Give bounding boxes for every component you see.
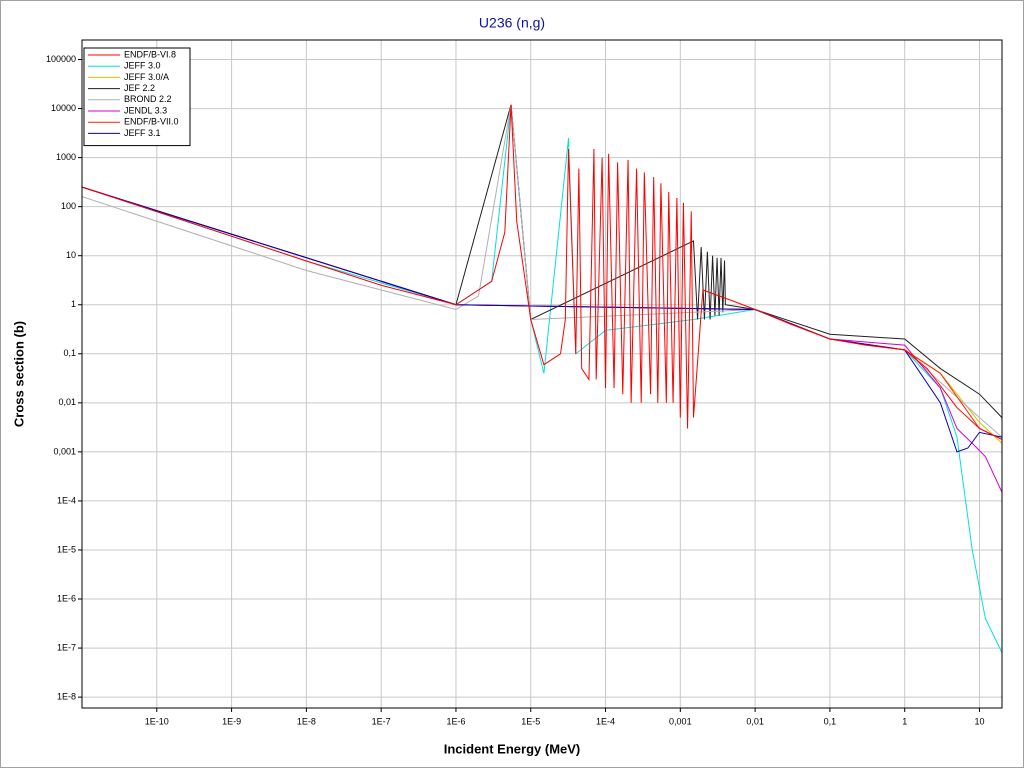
x-tick-label: 1E-4 [596,716,615,726]
y-tick-label: 1E-4 [57,495,76,505]
y-tick-label: 1E-7 [57,642,76,652]
x-tick-label: 1E-8 [297,716,316,726]
y-tick-label: 1 [71,299,76,309]
plot-lines [82,104,1002,654]
series-line [82,104,1002,440]
x-tick-label: 1E-9 [222,716,241,726]
x-tick-label: 1E-10 [145,716,169,726]
y-tick-label: 100 [61,201,76,211]
x-tick-label: 1E-6 [446,716,465,726]
y-tick-label: 10000 [51,103,76,113]
y-tick-label: 100000 [46,54,76,64]
legend-label: JEF 2.2 [124,83,155,93]
x-tick-label: 0,01 [746,716,764,726]
series-line [82,104,1002,418]
x-tick-label: 1 [902,716,907,726]
x-tick-label: 1E-5 [521,716,540,726]
legend-label: JENDL 3.3 [124,105,167,115]
y-tick-label: 0,001 [53,446,76,456]
y-axis-label: Cross section (b) [11,321,26,427]
x-tick-label: 10 [974,716,984,726]
y-tick-label: 1E-5 [57,544,76,554]
y-tick-label: 0,1 [63,348,76,358]
chart-title: U236 (n,g) [479,15,545,31]
y-tick-label: 1E-8 [57,691,76,701]
x-tick-label: 0,1 [824,716,837,726]
plot-border [81,39,1003,709]
legend-label: JEFF 3.0 [124,61,161,71]
legend-label: ENDF/B-VI.8 [124,49,176,59]
legend-label: JEFF 3.1 [124,128,161,138]
x-tick-label: 1E-7 [372,716,391,726]
series-line [82,186,1002,453]
y-tick-label: 1E-6 [57,593,76,603]
y-tick-label: 10 [66,250,76,260]
legend-label: ENDF/B-VII.0 [124,117,179,127]
legend-box [83,47,191,147]
y-tick-label: 1000 [56,152,76,162]
legend-label: BROND 2.2 [124,94,172,104]
grid [78,40,1002,712]
x-axis-label: Incident Energy (MeV) [444,741,581,756]
x-tick-label: 0,001 [669,716,692,726]
y-tick-label: 0,01 [58,397,76,407]
legend-label: JEFF 3.0/A [124,72,169,82]
